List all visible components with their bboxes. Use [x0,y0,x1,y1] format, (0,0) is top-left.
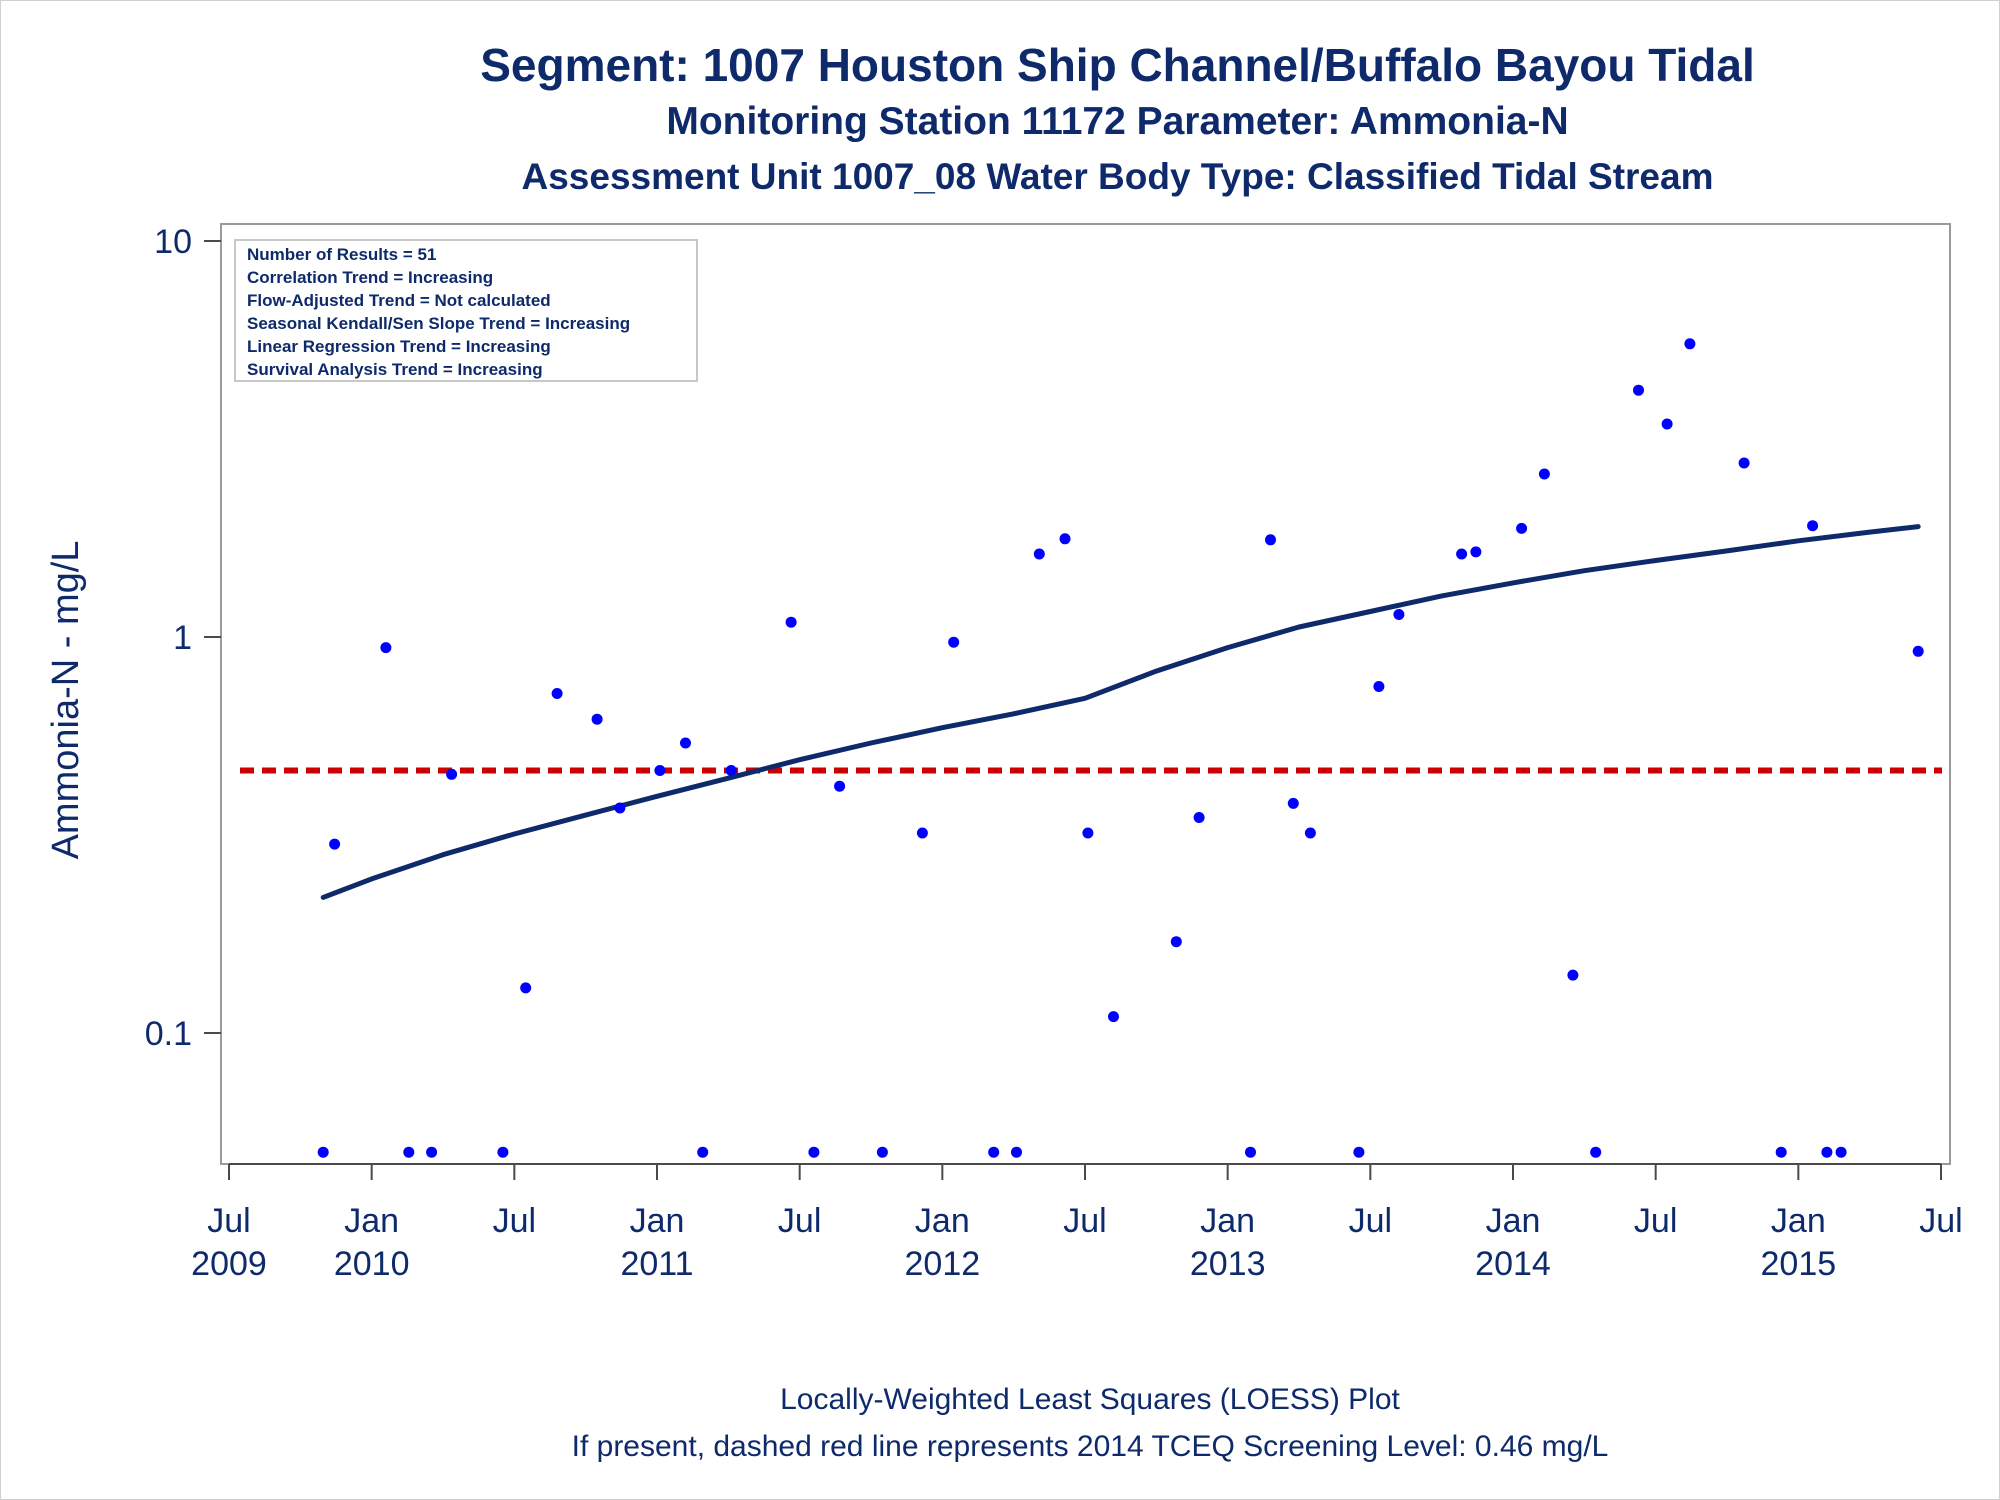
info-box: Number of Results = 51 Correlation Trend … [234,239,698,382]
info-box-line: Linear Regression Trend = Increasing [247,337,551,356]
data-point [948,636,960,648]
data-point [1661,418,1673,430]
data-point [1470,546,1482,558]
data-point [808,1146,820,1158]
info-box-border [234,239,698,382]
info-box-line: Flow-Adjusted Trend = Not calculated [247,291,551,310]
x-tick-label: Jan [630,1202,685,1240]
data-point [1082,827,1094,839]
data-point [785,616,797,628]
data-point [654,765,666,776]
x-tick-year-label: 2009 [191,1245,267,1283]
data-point [426,1146,438,1158]
data-point [1304,827,1316,839]
x-tick-label: Jan [1200,1202,1255,1240]
data-point [380,642,392,654]
data-point [1011,1146,1022,1158]
chart-subtitle-assessment: Assessment Unit 1007_08 Water Body Type:… [521,156,1714,197]
data-point [725,765,737,776]
x-tick-label: Jul [1919,1202,1962,1240]
data-point [591,713,603,725]
x-tick-label: Jul [207,1202,250,1240]
data-point [1775,1146,1787,1158]
x-tick-label: Jan [1486,1202,1541,1240]
data-point [1807,520,1819,532]
data-point [1821,1146,1833,1158]
data-point [1835,1146,1847,1158]
data-point [520,982,532,994]
x-tick-label: Jul [778,1202,821,1240]
points-layer [317,338,1924,1158]
info-box-line: Correlation Trend = Increasing [247,268,493,287]
data-point [1684,338,1696,350]
y-tick-label: 1 [173,619,192,657]
x-tick-year-label: 2011 [620,1245,693,1283]
x-tick-label: Jul [1063,1202,1106,1240]
data-point [1287,797,1299,809]
data-point [1538,468,1550,480]
x-tick-label: Jan [1771,1202,1826,1240]
data-point [876,1146,888,1158]
x-tick-label: Jan [915,1202,970,1240]
x-tick-year-label: 2012 [905,1245,981,1283]
footer-plot-type: Locally-Weighted Least Squares (LOESS) P… [780,1383,1400,1416]
data-point [1456,548,1468,560]
y-tick-label: 0.1 [145,1015,192,1053]
data-point [1567,969,1579,981]
loess-curve [320,524,1921,900]
data-point [1193,812,1205,823]
data-point [1633,384,1644,396]
x-tick-year-label: 2013 [1190,1245,1266,1283]
chart-title: Segment: 1007 Houston Ship Channel/Buffa… [480,39,1755,91]
data-point [1912,645,1924,657]
y-axis-label: Ammonia-N - mg/L [45,541,87,860]
data-point [988,1146,1000,1158]
y-axis: 10 1 0.1 Ammonia-N - mg/L [45,223,221,1053]
data-point [680,737,691,749]
data-point [834,780,846,792]
data-point [1059,533,1071,545]
data-point [916,827,928,839]
data-point [329,838,341,850]
data-point [1108,1011,1119,1023]
info-box-line: Seasonal Kendall/Sen Slope Trend = Incre… [247,314,630,333]
data-point [697,1146,709,1158]
chart-subtitle-station: Monitoring Station 11172 Parameter: Ammo… [666,100,1569,143]
x-tick-label: Jul [493,1202,536,1240]
data-point [1373,681,1385,692]
footer-screening-note: If present, dashed red line represents 2… [571,1430,1609,1463]
data-point [497,1146,509,1158]
x-tick-label: Jul [1634,1202,1677,1240]
data-point [1353,1146,1365,1158]
data-point [317,1146,329,1158]
data-point [446,768,458,780]
y-tick-label: 10 [154,223,192,261]
data-point [1245,1146,1256,1158]
data-point [1170,936,1182,948]
x-tick-year-label: 2010 [334,1245,410,1283]
data-point [551,688,563,699]
x-tick-label: Jan [344,1202,399,1240]
x-tick-year-label: 2014 [1475,1245,1551,1283]
data-point [1265,534,1276,546]
data-point [403,1146,415,1158]
loess-layer [320,524,1921,900]
data-point [1738,457,1750,469]
data-point [1033,548,1045,560]
data-point [1393,609,1405,620]
x-tick-year-label: 2015 [1761,1245,1837,1283]
x-tick-label: Jul [1349,1202,1392,1240]
data-point [1590,1146,1602,1158]
data-point [614,802,626,814]
x-axis: Jul 2009 Jan 2010 Jul Jan 2011 Jul Jan 2012 Jul Jan… [191,1163,1963,1283]
data-point [1516,522,1528,534]
info-box-line: Number of Results = 51 [247,245,436,264]
info-box-line: Survival Analysis Trend = Increasing [247,360,543,379]
